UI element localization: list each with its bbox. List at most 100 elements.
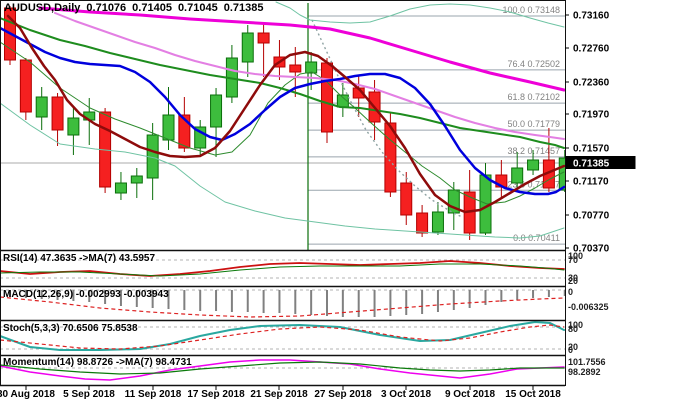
candle-body — [35, 96, 48, 118]
candle-bear[interactable] — [51, 93, 64, 146]
candle-bear[interactable] — [400, 172, 413, 225]
fib-level-label: 76.4 0.72502 — [507, 59, 560, 69]
date-label: 30 Aug 2018 — [0, 389, 55, 400]
candle-bull[interactable] — [130, 168, 143, 198]
candle-bull[interactable] — [35, 87, 48, 130]
macd-scale-label: 0 — [568, 287, 573, 297]
rsi-ma-line — [0, 263, 565, 277]
time-axis: 30 Aug 2018 5 Sep 2018 11 Sep 2018 17 Sep 2… — [0, 386, 561, 400]
candle-bear[interactable] — [495, 160, 508, 197]
candle-body — [114, 182, 127, 194]
candle-body — [67, 117, 80, 136]
price-axis: 0.73160 0.72760 0.72360 0.71970 0.71570 0.711… — [565, 11, 610, 377]
ma-violet — [54, 12, 565, 140]
candle-bull[interactable] — [527, 150, 540, 175]
ma-green-slow — [0, 17, 565, 149]
momentum-scale-label: 98.2892 — [568, 367, 601, 377]
candle-body — [447, 189, 460, 214]
rsi-scale-label: 100 — [568, 251, 583, 261]
date-label: 21 Sep 2018 — [250, 389, 308, 400]
stoch-scale-label: 100 — [568, 320, 583, 330]
fib-level-label: 61.8 0.72102 — [507, 92, 560, 102]
price-label: 0.71970 — [573, 110, 610, 121]
candle-bear[interactable] — [19, 58, 32, 120]
candle-bull[interactable] — [114, 172, 127, 200]
candle-body — [178, 114, 191, 149]
fib-level-label: 100.0 0.73148 — [502, 5, 560, 15]
candle-bull[interactable] — [241, 25, 254, 77]
candle-bull[interactable] — [336, 83, 349, 117]
macd-signal-line — [0, 296, 565, 318]
indicator-panel-macd — [0, 289, 565, 318]
price-label: 0.72760 — [573, 44, 610, 55]
candle-body — [431, 211, 444, 233]
candle-body — [241, 32, 254, 63]
date-label: 11 Sep 2018 — [125, 389, 182, 400]
rsi-scale-label: 70 — [568, 255, 578, 265]
price-label: 0.71570 — [573, 144, 610, 155]
price-label: 0.70770 — [573, 211, 610, 222]
bid-price-tag: 0.71385 — [565, 156, 636, 170]
ma-magenta — [38, 6, 565, 92]
candle-body — [257, 32, 270, 44]
candle-body — [51, 96, 64, 131]
candle-body — [511, 167, 524, 184]
date-label: 9 Oct 2018 — [445, 389, 495, 400]
rsi-line — [0, 260, 565, 277]
candle-body — [162, 114, 175, 141]
candle-body — [194, 126, 207, 149]
candle-bear[interactable] — [178, 97, 191, 152]
candle-bear[interactable] — [463, 170, 476, 240]
candle-bear[interactable] — [257, 23, 270, 77]
overlay-lines — [0, 1, 565, 239]
momentum-ma-line — [0, 361, 565, 375]
price-label: 0.70370 — [573, 244, 610, 255]
band-upper-seagreen — [275, 1, 565, 28]
stoch-d-line — [0, 324, 565, 350]
price-label: 0.73160 — [573, 11, 610, 22]
momentum-scale-label: 101.7556 — [568, 357, 606, 367]
candle-body — [130, 175, 143, 184]
macd-scale-label: -0.006325 — [568, 302, 609, 312]
candle-body — [527, 159, 540, 171]
candle-bull[interactable] — [511, 152, 524, 192]
band-lower-seagreen — [0, 102, 565, 239]
price-label: 0.72360 — [573, 78, 610, 89]
candle-body — [210, 94, 223, 128]
candle-bull[interactable] — [447, 182, 460, 230]
candle-body — [416, 212, 429, 234]
indicator-panel-stoch — [0, 321, 565, 351]
ma-maroon — [6, 14, 565, 214]
date-label: 17 Sep 2018 — [187, 389, 245, 400]
fib-level-label: 23.6 0.71057 — [507, 179, 560, 189]
rsi-scale-label: 20 — [568, 276, 578, 286]
candle-bull[interactable] — [67, 107, 80, 155]
candle-body — [305, 61, 318, 74]
candle-bear[interactable] — [321, 58, 333, 143]
candle-bull[interactable] — [431, 202, 444, 235]
candle-bull[interactable] — [225, 45, 238, 103]
candles-layer[interactable] — [4, 6, 571, 240]
stoch-k-line — [0, 321, 565, 351]
macd-histogram — [9, 290, 565, 317]
plot-area[interactable]: 100.0 0.73148 76.4 0.72502 61.8 0.72102 50.… — [0, 1, 571, 381]
stoch-scale-label: 0 — [568, 345, 573, 355]
candle-body — [400, 182, 413, 216]
fib-level-label: 0.0 0.70411 — [513, 233, 560, 243]
candle-body — [321, 62, 333, 133]
rsi-scale-label: 30 — [568, 273, 578, 283]
date-label: 3 Oct 2018 — [381, 389, 431, 400]
bid-tag-label: 0.71385 — [573, 159, 610, 170]
candle-body — [289, 64, 302, 73]
candle-body — [384, 122, 397, 193]
stoch-scale-label: 80 — [568, 324, 578, 334]
ma-blue — [0, 26, 565, 196]
date-label: 27 Sep 2018 — [314, 389, 372, 400]
indicator-panel-rsi — [0, 259, 565, 279]
fib-level-label: 38.2 0.71457 — [507, 146, 560, 156]
indicator-panel-momentum — [0, 359, 565, 381]
date-label: 15 Oct 2018 — [505, 389, 561, 400]
fib-level-label: 50.0 0.71779 — [507, 119, 560, 129]
